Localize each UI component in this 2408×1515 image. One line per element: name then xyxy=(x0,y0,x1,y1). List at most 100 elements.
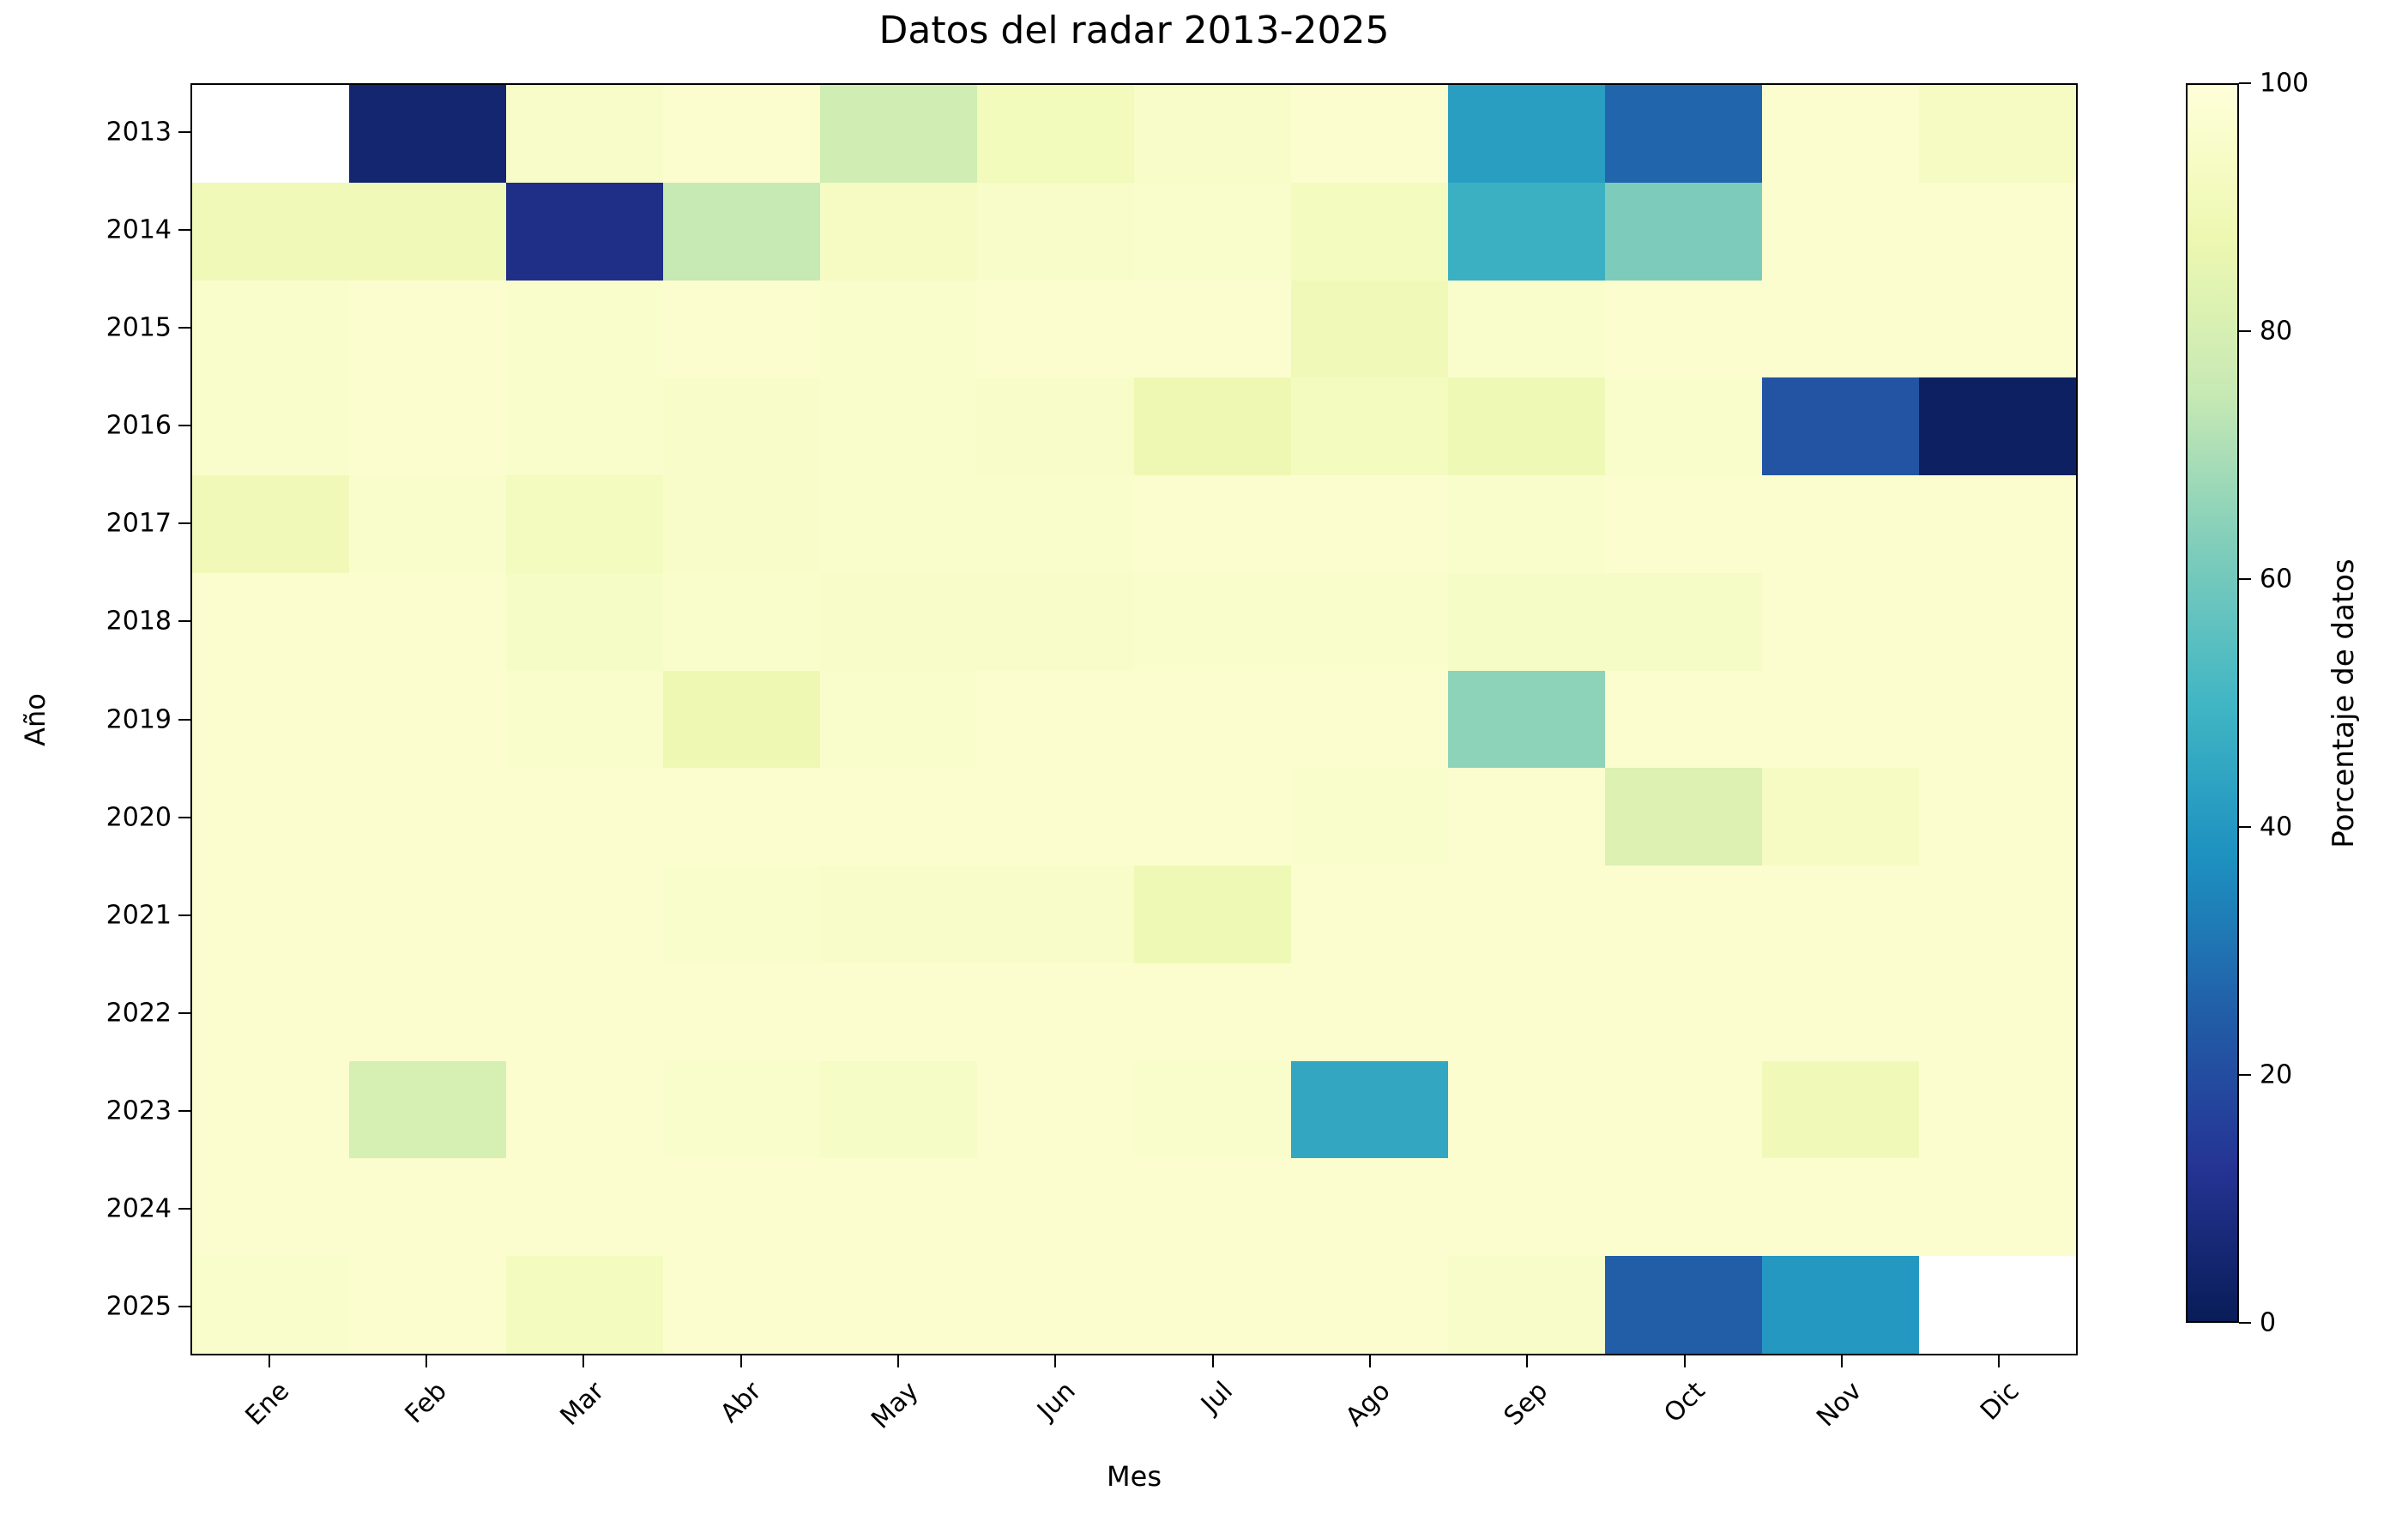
x-tick-mark xyxy=(1526,1355,1529,1367)
y-tick-mark xyxy=(178,620,190,623)
heatmap-cell xyxy=(1134,1158,1291,1257)
heatmap-cell xyxy=(663,475,820,573)
heatmap-cell xyxy=(1605,377,1762,476)
heatmap-cell xyxy=(820,1256,977,1354)
heatmap-cell xyxy=(1291,866,1448,963)
colorbar-tick-mark xyxy=(2239,1322,2251,1324)
heatmap-cell xyxy=(1919,1256,2076,1354)
heatmap-cell xyxy=(349,377,506,476)
y-tick-label: 2015 xyxy=(106,312,172,343)
heatmap-cell xyxy=(349,670,506,769)
heatmap-cell xyxy=(820,377,977,476)
heatmap-cell xyxy=(977,572,1134,671)
heatmap-cell xyxy=(1919,768,2076,866)
heatmap-cell xyxy=(1605,182,1762,281)
heatmap-cell xyxy=(1291,377,1448,476)
heatmap-cell xyxy=(1134,1060,1291,1159)
colorbar-tick-label: 60 xyxy=(2260,564,2293,595)
y-tick-mark xyxy=(178,131,190,134)
heatmap-cell xyxy=(1762,1256,1919,1354)
heatmap-cell xyxy=(506,768,663,866)
heatmap-cell xyxy=(1919,572,2076,671)
heatmap-cell xyxy=(1762,182,1919,281)
heatmap-cell xyxy=(663,280,820,378)
heatmap-cell xyxy=(1448,1256,1605,1354)
heatmap-cell xyxy=(1291,85,1448,183)
y-tick-mark xyxy=(178,425,190,427)
y-tick-mark xyxy=(178,1207,190,1210)
heatmap-cell xyxy=(1448,572,1605,671)
heatmap-cell xyxy=(506,963,663,1061)
heatmap-cell xyxy=(506,377,663,476)
heatmap-cell xyxy=(663,963,820,1061)
y-tick-label: 2025 xyxy=(106,1291,172,1322)
heatmap-cell xyxy=(1134,1256,1291,1354)
heatmap-cell xyxy=(1762,280,1919,378)
heatmap-cell xyxy=(506,182,663,281)
heatmap-cell xyxy=(1605,963,1762,1061)
heatmap-cell xyxy=(192,85,349,183)
x-tick-label: May xyxy=(866,1376,925,1435)
heatmap-cell xyxy=(349,768,506,866)
heatmap-cell xyxy=(1291,670,1448,769)
colorbar-tick-label: 80 xyxy=(2260,316,2293,347)
colorbar-tick-label: 40 xyxy=(2260,812,2293,842)
x-tick-mark xyxy=(582,1355,585,1367)
heatmap-cell xyxy=(1605,1158,1762,1257)
heatmap-cell xyxy=(1919,670,2076,769)
heatmap-cell xyxy=(820,670,977,769)
heatmap-cell xyxy=(1134,85,1291,183)
heatmap-cell xyxy=(1134,280,1291,378)
colorbar-tick-label: 20 xyxy=(2260,1059,2293,1090)
heatmap-cell xyxy=(1448,85,1605,183)
heatmap-cell xyxy=(1919,85,2076,183)
heatmap-cell xyxy=(820,572,977,671)
heatmap-cell xyxy=(820,280,977,378)
heatmap-cell xyxy=(192,377,349,476)
heatmap-cell xyxy=(1605,85,1762,183)
x-tick-label: Jun xyxy=(1032,1376,1083,1426)
heatmap-cell xyxy=(1448,280,1605,378)
y-tick-mark xyxy=(178,1011,190,1014)
heatmap-cell xyxy=(1291,963,1448,1061)
heatmap-cell xyxy=(977,963,1134,1061)
heatmap-cell xyxy=(192,670,349,769)
heatmap-cell xyxy=(820,1158,977,1257)
colorbar-tick-mark xyxy=(2239,82,2251,84)
y-tick-label: 2021 xyxy=(106,900,172,931)
heatmap-cell xyxy=(506,670,663,769)
heatmap-cell xyxy=(1919,377,2076,476)
heatmap-cell xyxy=(977,182,1134,281)
y-tick-mark xyxy=(178,522,190,525)
heatmap-cell xyxy=(192,572,349,671)
heatmap-cell xyxy=(1762,377,1919,476)
heatmap-cell xyxy=(1919,475,2076,573)
heatmap-cell xyxy=(1134,768,1291,866)
x-tick-mark xyxy=(1998,1355,2001,1367)
heatmap-cell xyxy=(349,866,506,963)
heatmap-cell xyxy=(820,1060,977,1159)
heatmap-cell xyxy=(663,1256,820,1354)
y-tick-mark xyxy=(178,327,190,329)
heatmap-cell xyxy=(1291,768,1448,866)
heatmap-cell xyxy=(349,182,506,281)
heatmap-cell xyxy=(1762,1060,1919,1159)
y-tick-label: 2020 xyxy=(106,802,172,833)
heatmap-cell xyxy=(663,1158,820,1257)
heatmap-cell xyxy=(1762,475,1919,573)
heatmap-cell xyxy=(349,475,506,573)
heatmap-cell xyxy=(1605,475,1762,573)
x-tick-label: Dic xyxy=(1975,1376,2026,1427)
heatmap-cell xyxy=(1448,475,1605,573)
heatmap-cell xyxy=(663,670,820,769)
y-tick-mark xyxy=(178,1305,190,1307)
heatmap-cell xyxy=(1919,280,2076,378)
heatmap-cell xyxy=(663,768,820,866)
colorbar-tick-mark xyxy=(2239,578,2251,580)
y-tick-label: 2023 xyxy=(106,1096,172,1126)
y-tick-label: 2013 xyxy=(106,117,172,148)
heatmap-cell xyxy=(1134,670,1291,769)
x-tick-label: Abr xyxy=(714,1376,768,1429)
heatmap-cell xyxy=(1291,182,1448,281)
colorbar-tick-label: 0 xyxy=(2260,1307,2277,1338)
